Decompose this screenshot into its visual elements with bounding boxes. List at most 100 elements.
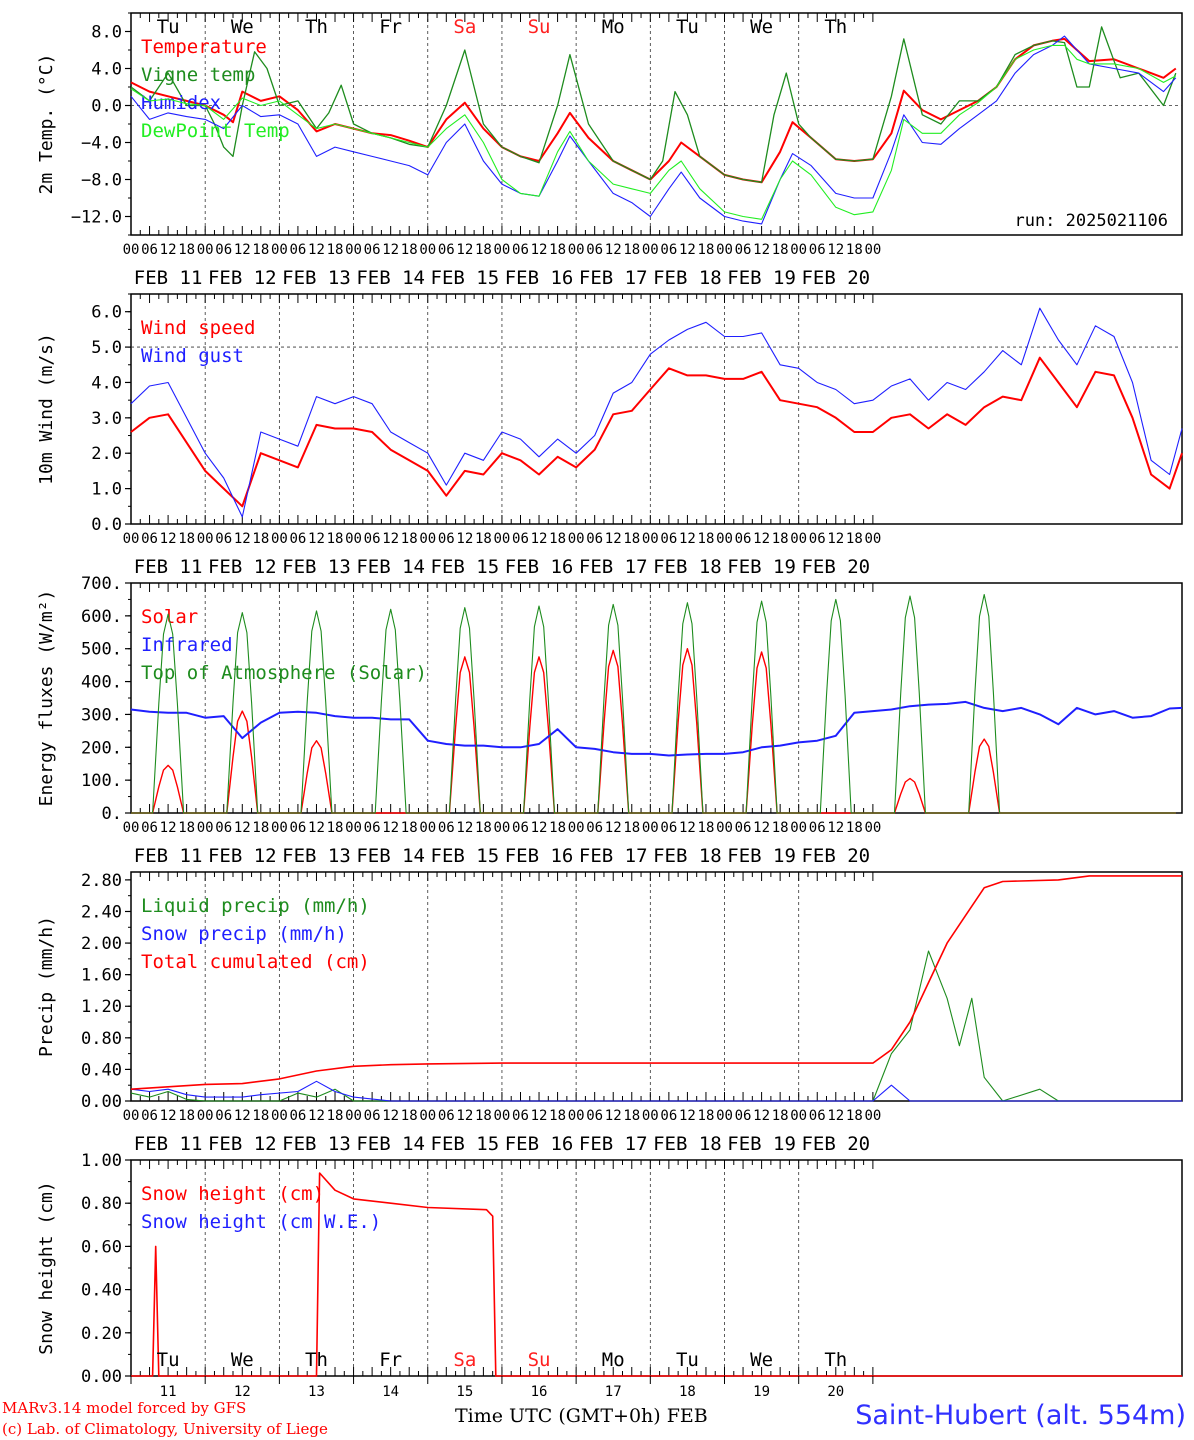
x-date-label: FEB 17 [579, 267, 648, 289]
x-date-label: FEB 14 [356, 1133, 425, 1155]
x-hour-label: 18 [772, 242, 789, 258]
weekday-label: Tu [676, 16, 699, 38]
y-tick-label: 2.40 [81, 902, 122, 922]
day-number-label: 12 [234, 1384, 251, 1400]
x-hour-label: 12 [679, 820, 696, 836]
x-date-label: FEB 19 [727, 1133, 796, 1155]
weekday-label: Tu [157, 16, 180, 38]
x-hour-label: 12 [531, 242, 548, 258]
x-hour-label: 12 [827, 531, 844, 547]
x-hour-label: 12 [531, 1108, 548, 1124]
day-number-label: 18 [679, 1384, 696, 1400]
x-date-label: FEB 20 [801, 845, 870, 867]
x-hour-label: 18 [327, 531, 344, 547]
x-hour-label: 18 [178, 820, 195, 836]
x-hour-label: 00 [123, 242, 140, 258]
x-date-label: FEB 12 [208, 1133, 277, 1155]
x-hour-label: 00 [864, 242, 881, 258]
x-hour-label: 00 [271, 531, 288, 547]
x-hour-label: 00 [568, 242, 585, 258]
y-tick-label: 0.0 [91, 515, 122, 535]
day-number-label: 19 [753, 1384, 770, 1400]
x-hour-label: 00 [716, 242, 733, 258]
x-date-label: FEB 15 [431, 845, 500, 867]
series-line-total-cumulated-cm- [130, 875, 1182, 1090]
y-tick-label: 2.0 [91, 444, 122, 464]
y-axis-label: Energy fluxes (W/m²) [36, 590, 57, 807]
x-hour-label: 06 [364, 531, 381, 547]
x-hour-label: 18 [698, 1108, 715, 1124]
y-tick-label: 0.00 [81, 1367, 122, 1387]
x-hour-label: 12 [160, 242, 177, 258]
x-date-label: FEB 18 [653, 267, 722, 289]
y-axis-label: 10m Wind (m/s) [36, 333, 57, 485]
x-hour-label: 12 [234, 820, 251, 836]
series-line-snow-height-cm- [131, 1172, 1182, 1377]
x-hour-label: 12 [234, 242, 251, 258]
x-hour-label: 06 [586, 820, 603, 836]
series-line-dewpoint-temp [130, 44, 1177, 220]
day-number-label: 11 [160, 1384, 177, 1400]
x-date-label: FEB 13 [282, 1133, 351, 1155]
x-date-label: FEB 18 [653, 1133, 722, 1155]
x-hour-label: 18 [698, 531, 715, 547]
legend-entry: Total cumulated (cm) [141, 951, 370, 973]
x-hour-label: 00 [790, 531, 807, 547]
x-hour-label: 18 [327, 820, 344, 836]
x-hour-label: 12 [605, 820, 622, 836]
y-tick-label: 300. [81, 705, 122, 725]
x-hour-label: 12 [827, 820, 844, 836]
y-tick-label: 0.40 [81, 1281, 122, 1301]
x-date-label: FEB 20 [801, 556, 870, 578]
x-hour-label: 06 [289, 1108, 306, 1124]
weekday-label: Th [305, 16, 328, 38]
y-tick-label: −12.0 [71, 208, 122, 228]
y-tick-label: 0.80 [81, 1029, 122, 1049]
x-date-label: FEB 19 [727, 845, 796, 867]
x-hour-label: 06 [512, 531, 529, 547]
x-hour-label: 12 [531, 531, 548, 547]
y-tick-label: 4.0 [91, 60, 122, 80]
y-tick-label: 0.60 [81, 1237, 122, 1257]
x-hour-label: 06 [586, 531, 603, 547]
x-hour-label: 06 [512, 820, 529, 836]
y-tick-label: 0.20 [81, 1324, 122, 1344]
x-hour-label: 18 [475, 531, 492, 547]
series-line-liquid-precip-mm-h- [130, 950, 1182, 1102]
y-tick-label: 3.0 [91, 409, 122, 429]
x-hour-label: 18 [846, 531, 863, 547]
x-hour-label: 12 [382, 820, 399, 836]
x-hour-label: 12 [456, 1108, 473, 1124]
legend-entry: Wind gust [141, 345, 244, 367]
x-hour-label: 18 [475, 1108, 492, 1124]
series-line-wind-gust [130, 307, 1183, 518]
x-hour-label: 18 [475, 242, 492, 258]
x-hour-label: 12 [605, 1108, 622, 1124]
x-date-label: FEB 15 [431, 556, 500, 578]
weekday-label: We [231, 16, 254, 38]
x-hour-label: 06 [512, 1108, 529, 1124]
x-hour-label: 06 [512, 242, 529, 258]
x-hour-label: 18 [549, 531, 566, 547]
time-axis-label: Time UTC (GMT+0h) FEB [455, 1405, 708, 1427]
legend-entry: Infrared [141, 634, 233, 656]
x-date-label: FEB 12 [208, 845, 277, 867]
x-hour-label: 00 [123, 820, 140, 836]
x-date-label: FEB 14 [356, 845, 425, 867]
y-tick-label: 0. [102, 804, 122, 824]
x-hour-label: 00 [642, 531, 659, 547]
x-date-label: FEB 20 [801, 1133, 870, 1155]
x-hour-label: 18 [252, 531, 269, 547]
x-hour-label: 00 [271, 1108, 288, 1124]
y-tick-label: 1.60 [81, 966, 122, 986]
panel-4: 0.00 0.40 0.80 1.20 1.60 2.00 2.40 2.80 Precip (… [36, 871, 1183, 1155]
x-hour-label: 00 [197, 820, 214, 836]
y-tick-label: 400. [81, 673, 122, 693]
y-tick-label: 0.40 [81, 1060, 122, 1080]
day-number-label: 20 [827, 1384, 844, 1400]
x-hour-label: 12 [753, 820, 770, 836]
x-hour-label: 12 [308, 1108, 325, 1124]
x-hour-label: 06 [364, 820, 381, 836]
x-hour-label: 00 [197, 242, 214, 258]
y-tick-label: −8.0 [81, 171, 122, 191]
